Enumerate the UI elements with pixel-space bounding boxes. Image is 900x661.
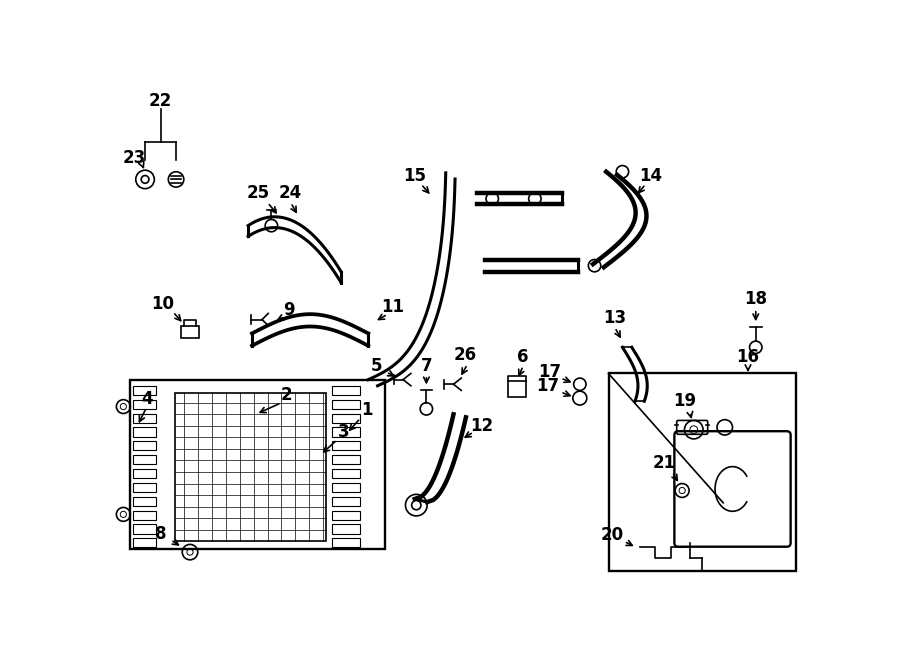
- Text: 26: 26: [454, 346, 477, 364]
- Bar: [132, 483, 156, 492]
- Bar: [130, 379, 385, 549]
- Bar: [332, 400, 360, 409]
- Text: 13: 13: [603, 309, 626, 327]
- Bar: [332, 483, 360, 492]
- Text: 25: 25: [247, 184, 270, 202]
- Text: 22: 22: [148, 92, 172, 110]
- Bar: [332, 414, 360, 423]
- Bar: [332, 524, 360, 533]
- Bar: [132, 428, 156, 437]
- Text: 18: 18: [744, 290, 767, 308]
- Bar: [332, 538, 360, 547]
- Bar: [132, 455, 156, 464]
- Bar: [332, 455, 360, 464]
- Bar: [132, 510, 156, 520]
- Bar: [181, 326, 199, 338]
- Bar: [332, 386, 360, 395]
- Text: 12: 12: [470, 417, 493, 435]
- Bar: [332, 469, 360, 478]
- Text: 17: 17: [536, 377, 560, 395]
- Bar: [132, 538, 156, 547]
- Text: 10: 10: [151, 295, 175, 313]
- Text: 2: 2: [281, 386, 292, 404]
- Text: 24: 24: [279, 184, 302, 202]
- Bar: [332, 428, 360, 437]
- Bar: [332, 496, 360, 506]
- Bar: [132, 386, 156, 395]
- Bar: [132, 414, 156, 423]
- Text: 21: 21: [652, 454, 676, 472]
- Text: 19: 19: [673, 392, 696, 410]
- Bar: [332, 442, 360, 450]
- Bar: [132, 496, 156, 506]
- Text: 17: 17: [538, 363, 562, 381]
- Text: 23: 23: [122, 149, 146, 167]
- Text: 16: 16: [736, 348, 760, 366]
- Text: 14: 14: [640, 167, 662, 184]
- Text: 5: 5: [370, 357, 382, 375]
- Bar: [132, 400, 156, 409]
- Text: 6: 6: [518, 348, 529, 366]
- Bar: [332, 510, 360, 520]
- Text: 4: 4: [140, 390, 152, 408]
- Text: 7: 7: [420, 357, 432, 375]
- Text: 20: 20: [601, 526, 624, 544]
- Text: 9: 9: [284, 301, 295, 319]
- Bar: [175, 393, 326, 541]
- Bar: [132, 469, 156, 478]
- Bar: [608, 373, 796, 570]
- Bar: [132, 442, 156, 450]
- Text: 1: 1: [361, 401, 373, 420]
- Text: 11: 11: [382, 298, 405, 316]
- Text: 15: 15: [403, 167, 427, 184]
- Bar: [508, 381, 526, 397]
- Text: 8: 8: [155, 525, 166, 543]
- Bar: [132, 524, 156, 533]
- Text: 3: 3: [338, 423, 349, 441]
